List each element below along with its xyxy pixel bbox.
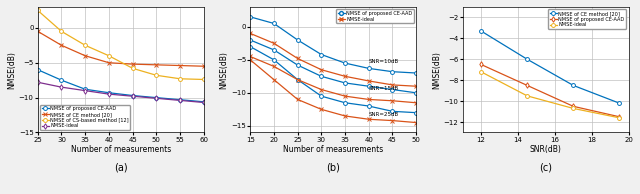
X-axis label: SNR(dB): SNR(dB) (530, 146, 561, 154)
Y-axis label: NMSE(dB): NMSE(dB) (432, 51, 441, 89)
Legend: NMSE of proposed CE-AAD, NMSE-ideal: NMSE of proposed CE-AAD, NMSE-ideal (336, 10, 413, 23)
Text: SNR=10dB: SNR=10dB (369, 59, 399, 64)
Text: (c): (c) (539, 162, 552, 172)
Legend: NMSE of proposed CE-AAD, NMSE of CE method [20], NMSE of CS-based method [12], N: NMSE of proposed CE-AAD, NMSE of CE meth… (40, 105, 131, 130)
X-axis label: Number of measurements: Number of measurements (70, 146, 171, 154)
Text: SNR=25dB: SNR=25dB (369, 112, 399, 117)
Y-axis label: NMSE(dB): NMSE(dB) (220, 51, 228, 89)
Text: (b): (b) (326, 162, 340, 172)
Legend: NMSE of CE method [20], NMSE of proposed CE-AAD, NMSE-ideal: NMSE of CE method [20], NMSE of proposed… (548, 10, 626, 29)
Y-axis label: NMSE(dB): NMSE(dB) (7, 51, 16, 89)
Text: SNR=15dB: SNR=15dB (369, 86, 399, 91)
Text: (a): (a) (114, 162, 127, 172)
X-axis label: Number of measurements: Number of measurements (283, 146, 383, 154)
